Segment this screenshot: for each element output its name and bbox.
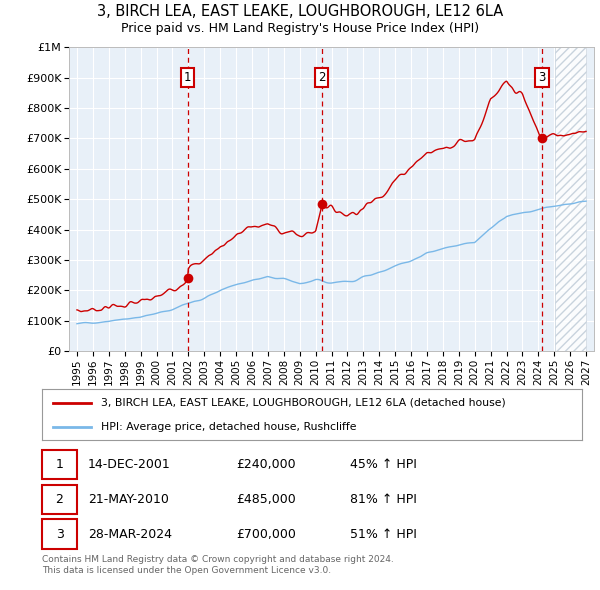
Text: 14-DEC-2001: 14-DEC-2001 (88, 458, 170, 471)
Text: This data is licensed under the Open Government Licence v3.0.: This data is licensed under the Open Gov… (42, 566, 331, 575)
Text: 21-MAY-2010: 21-MAY-2010 (88, 493, 169, 506)
FancyBboxPatch shape (42, 484, 77, 514)
Text: £240,000: £240,000 (236, 458, 296, 471)
Text: £485,000: £485,000 (236, 493, 296, 506)
Text: 1: 1 (56, 458, 64, 471)
Text: 2: 2 (318, 71, 325, 84)
Text: HPI: Average price, detached house, Rushcliffe: HPI: Average price, detached house, Rush… (101, 422, 357, 432)
FancyBboxPatch shape (42, 450, 77, 479)
Text: £700,000: £700,000 (236, 527, 296, 540)
FancyBboxPatch shape (42, 519, 77, 549)
Text: 28-MAR-2024: 28-MAR-2024 (88, 527, 172, 540)
Text: 2: 2 (56, 493, 64, 506)
Text: Price paid vs. HM Land Registry's House Price Index (HPI): Price paid vs. HM Land Registry's House … (121, 22, 479, 35)
Text: 51% ↑ HPI: 51% ↑ HPI (350, 527, 416, 540)
Text: 81% ↑ HPI: 81% ↑ HPI (350, 493, 416, 506)
Text: 3, BIRCH LEA, EAST LEAKE, LOUGHBOROUGH, LE12 6LA (detached house): 3, BIRCH LEA, EAST LEAKE, LOUGHBOROUGH, … (101, 398, 506, 408)
Text: 3, BIRCH LEA, EAST LEAKE, LOUGHBOROUGH, LE12 6LA: 3, BIRCH LEA, EAST LEAKE, LOUGHBOROUGH, … (97, 4, 503, 19)
Text: 3: 3 (56, 527, 64, 540)
Text: 1: 1 (184, 71, 191, 84)
Text: 3: 3 (538, 71, 545, 84)
Text: Contains HM Land Registry data © Crown copyright and database right 2024.: Contains HM Land Registry data © Crown c… (42, 555, 394, 563)
Text: 45% ↑ HPI: 45% ↑ HPI (350, 458, 416, 471)
